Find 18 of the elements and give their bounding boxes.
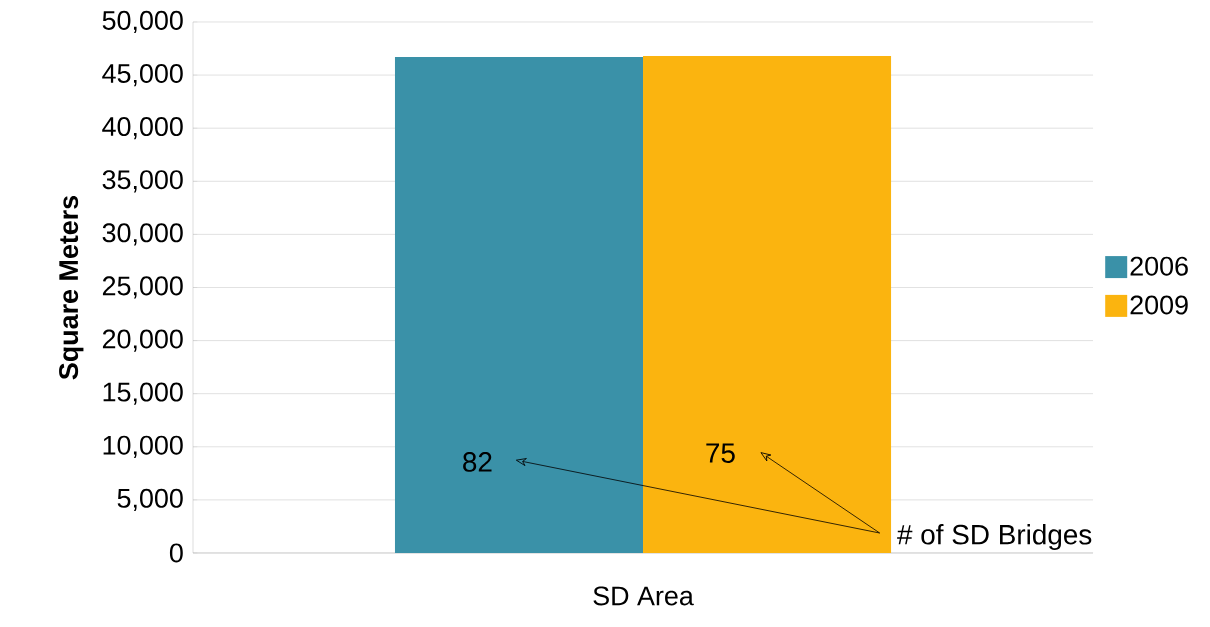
y-tick-label: 20,000 bbox=[102, 329, 183, 352]
y-tick-label: 45,000 bbox=[102, 63, 183, 87]
annotation: 82 bbox=[463, 452, 492, 472]
y-tick-label: 10,000 bbox=[103, 435, 183, 458]
y-tick-label: 15,000 bbox=[103, 382, 183, 405]
y-tick-label: 30,000 bbox=[102, 223, 183, 246]
annotation: # of SD Bridges bbox=[897, 524, 1092, 551]
y-tick-label: 40,000 bbox=[102, 117, 183, 140]
x-tick-label: SD Area bbox=[593, 586, 694, 606]
y-tick-label: 0 bbox=[169, 543, 183, 563]
y-axis-title: Square Meters bbox=[59, 195, 84, 380]
annotation: 75 bbox=[706, 443, 735, 463]
legend-label: 2009 bbox=[1130, 295, 1188, 315]
y-tick-label: 25,000 bbox=[102, 276, 183, 299]
y-tick-label: 50,000 bbox=[102, 10, 183, 34]
y-tick-label: 5,000 bbox=[117, 488, 183, 511]
y-tick-label: 35,000 bbox=[102, 170, 183, 193]
legend-label: 2006 bbox=[1130, 256, 1188, 276]
